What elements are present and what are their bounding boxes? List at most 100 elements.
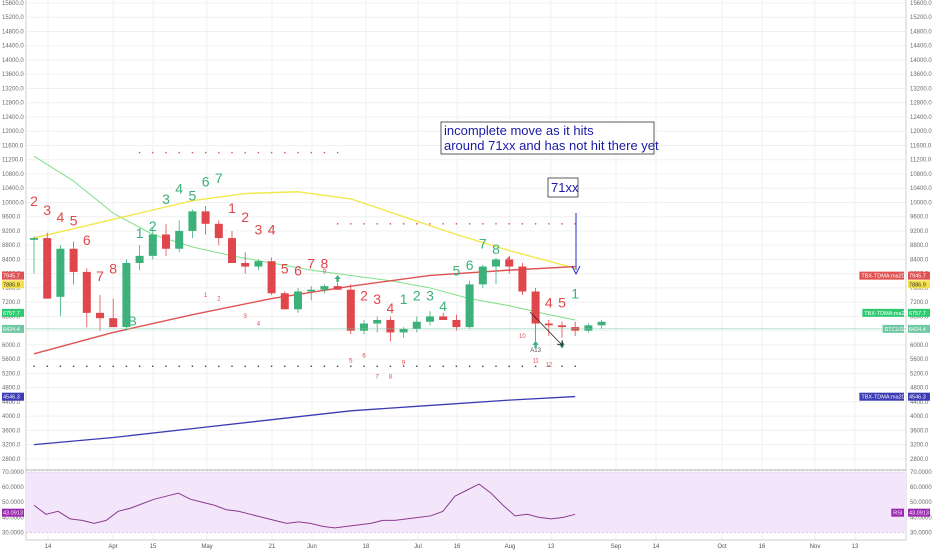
x-date-label: 15	[150, 544, 157, 550]
candle-body	[56, 248, 65, 297]
candle-body	[175, 230, 184, 249]
y-tick-label-right: 13600.0	[910, 72, 932, 78]
candle-body	[558, 325, 566, 328]
candle-body	[452, 319, 461, 328]
sequence-small-label: 5	[349, 359, 353, 365]
rsi-tick-label-right: 60.0000	[910, 485, 932, 491]
y-tick-label-left: 13600.0	[2, 72, 24, 78]
sequence-count-label: 4	[57, 209, 65, 225]
y-tick-label-right: 12800.0	[910, 101, 932, 107]
rsi-tick-label-left: 40.0000	[2, 515, 24, 521]
y-tick-label-left: 14400.0	[2, 44, 24, 50]
up-arrow-icon	[532, 340, 539, 348]
left-price-tag	[2, 324, 24, 333]
x-date-label: 13	[548, 544, 555, 550]
y-tick-label-left: 11200.0	[2, 158, 24, 164]
dot-bottom	[46, 365, 48, 367]
a13-label: A13	[530, 348, 541, 354]
right-price-tag	[908, 508, 930, 517]
dot-top	[336, 151, 339, 154]
sequence-count-label: 3	[532, 295, 540, 311]
sequence-count-label: 8	[492, 241, 500, 257]
candle-body	[43, 238, 52, 299]
right-series-tag-text: RSI	[893, 511, 903, 517]
sequence-small-label: 9	[402, 360, 406, 366]
y-tick-label-left: 6800.0	[2, 314, 21, 320]
y-tick-label-left: 2800.0	[2, 457, 21, 463]
right-price-tag-text: 43.0913	[909, 511, 929, 517]
y-tick-label-left: 4800.0	[2, 386, 21, 392]
up-arrow-icon	[334, 275, 341, 283]
annotation-box-71xx[interactable]	[547, 177, 579, 198]
y-tick-label-right: 11200.0	[910, 158, 932, 164]
dot-top	[218, 151, 220, 154]
left-price-tag	[2, 308, 24, 317]
ma-red-line	[33, 265, 576, 355]
dot-top	[257, 151, 260, 154]
annotation-71xx: 71xx	[551, 180, 579, 195]
rsi-tick-label-right: 40.0000	[910, 515, 932, 521]
dot-mid	[508, 223, 510, 225]
y-tick-label-right: 10400.0	[910, 186, 932, 192]
dot-bottom	[402, 365, 405, 367]
sequence-count-label: 2	[360, 287, 368, 303]
dot-bottom	[561, 365, 563, 367]
x-date-label: Jul	[414, 544, 422, 550]
dot-top	[297, 151, 299, 154]
y-tick-label-left: 9600.0	[2, 215, 21, 221]
y-tick-label-right: 10800.0	[910, 172, 932, 178]
right-price-tag-text: 4546.3	[909, 395, 926, 401]
dot-bottom	[178, 365, 180, 367]
x-date-label: Oct	[717, 544, 727, 550]
dot-mid	[389, 223, 392, 225]
annotation-box-incomplete[interactable]	[440, 121, 655, 155]
left-price-tag-text: 6757.7	[3, 311, 20, 317]
rsi-tick-label-left: 70.0000	[2, 470, 24, 476]
rsi-tick-label-left: 30.0000	[2, 530, 24, 536]
y-tick-label-left: 10800.0	[2, 172, 24, 178]
y-tick-label-right: 3200.0	[910, 443, 929, 449]
candle-body	[373, 319, 382, 324]
candle-body	[544, 323, 553, 326]
sequence-count-label: 5	[558, 295, 566, 311]
y-tick-label-left: 7600.0	[2, 286, 21, 292]
sequence-count-label: 1	[136, 225, 144, 241]
x-date-label: Jun	[307, 544, 317, 550]
dot-mid	[534, 223, 537, 225]
left-price-tag-text: 7945.7	[3, 274, 20, 280]
y-tick-label-right: 12000.0	[910, 129, 932, 135]
candle-body	[386, 319, 395, 333]
rsi-pane	[26, 471, 906, 533]
dot-bottom	[138, 365, 141, 367]
annotation-line-2: around 71xx and has not hit there yet	[444, 138, 659, 153]
left-price-tag-text: 7886.9	[3, 282, 20, 288]
dot-bottom	[495, 365, 497, 367]
sequence-count-label: 6	[466, 257, 474, 273]
rsi-line	[33, 483, 576, 529]
annotation-line-1: incomplete move as it hits	[444, 123, 594, 138]
right-price-tag	[908, 308, 930, 317]
dot-bottom	[218, 365, 220, 367]
y-tick-label-left: 5600.0	[2, 357, 21, 363]
dot-bottom	[112, 365, 114, 367]
dot-bottom	[429, 365, 431, 367]
dot-bottom	[125, 365, 128, 367]
right-series-tag	[891, 508, 904, 517]
sequence-count-label: 3	[373, 291, 381, 307]
dot-bottom	[257, 365, 260, 367]
left-price-tag	[2, 280, 24, 289]
sequence-count-label: 7	[307, 255, 315, 271]
right-series-tag-text: TBX-TDMA:ma200	[861, 395, 907, 401]
candle-body	[478, 266, 487, 285]
y-tick-label-left: 10400.0	[2, 186, 24, 192]
sequence-count-label: 4	[439, 298, 447, 314]
dot-mid	[521, 223, 524, 225]
sequence-count-label: 1	[505, 254, 513, 270]
sequence-count-label: 7	[96, 268, 104, 284]
dot-bottom	[191, 365, 194, 367]
candle-body	[531, 291, 540, 324]
y-tick-label-right: 4000.0	[910, 414, 929, 420]
dot-top	[310, 151, 312, 154]
